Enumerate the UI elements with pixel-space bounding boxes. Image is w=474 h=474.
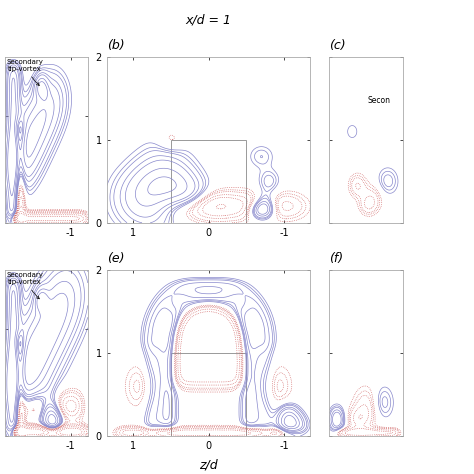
Text: x/d = 1: x/d = 1 bbox=[185, 13, 232, 26]
Text: Secon: Secon bbox=[367, 96, 391, 105]
Text: Secondary
tip-vortex: Secondary tip-vortex bbox=[6, 272, 43, 299]
Text: (f): (f) bbox=[329, 253, 344, 265]
Bar bbox=[171, 140, 246, 223]
Text: z/d: z/d bbox=[199, 459, 218, 472]
Text: (b): (b) bbox=[107, 39, 124, 52]
Text: (e): (e) bbox=[107, 253, 124, 265]
Text: (c): (c) bbox=[329, 39, 346, 52]
Text: Secondary
tip-vortex: Secondary tip-vortex bbox=[6, 59, 43, 85]
Bar bbox=[171, 353, 246, 436]
